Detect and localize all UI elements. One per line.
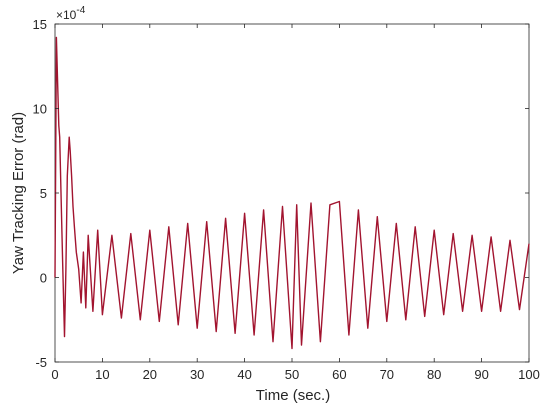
y-tick-label: -5 — [35, 355, 47, 370]
axes-frame — [54, 23, 530, 363]
plot-area — [54, 23, 530, 363]
y-axis-label: Yaw Tracking Error (rad) — [10, 112, 27, 274]
series-line — [54, 36, 530, 350]
x-tick-label: 50 — [285, 367, 299, 382]
x-tick-label: 60 — [332, 367, 346, 382]
x-tick-label: 40 — [237, 367, 251, 382]
x-tick-label: 80 — [427, 367, 441, 382]
y-tick-label: 15 — [33, 17, 47, 32]
y-multiplier-base: ×10 — [56, 8, 77, 22]
y-multiplier-exponent: -4 — [76, 5, 85, 16]
y-tick-label: 0 — [40, 271, 47, 286]
x-tick-label: 0 — [51, 367, 58, 382]
y-multiplier-label: ×10-4 — [56, 5, 86, 22]
x-tick-label: 20 — [143, 367, 157, 382]
x-tick-label: 100 — [518, 367, 540, 382]
x-tick-label: 70 — [380, 367, 394, 382]
y-axis: -5 0 5 10 15 — [33, 17, 529, 370]
y-tick-label: 10 — [33, 102, 47, 117]
x-axis: 0 10 20 30 40 50 60 70 80 90 100 — [51, 24, 540, 382]
x-tick-label: 30 — [190, 367, 204, 382]
x-axis-label: Time (sec.) — [256, 387, 330, 404]
x-tick-label: 10 — [95, 367, 109, 382]
y-tick-label: 5 — [40, 186, 47, 201]
x-tick-label: 90 — [474, 367, 488, 382]
